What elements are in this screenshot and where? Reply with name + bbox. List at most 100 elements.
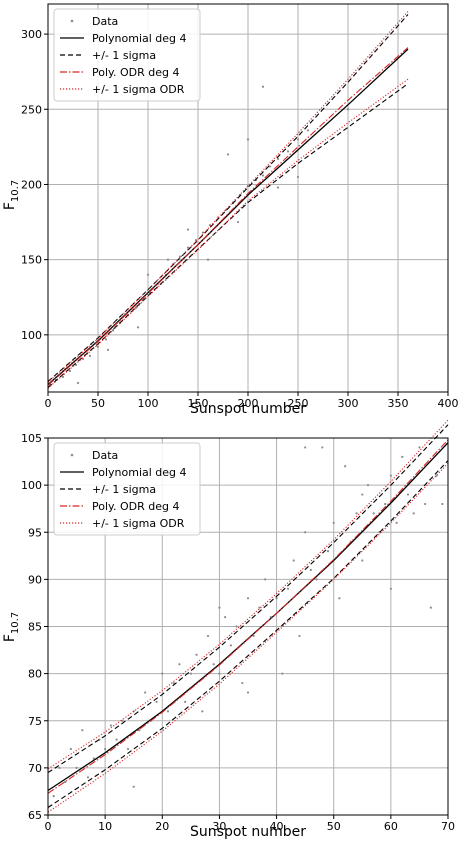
- x-tick-label: 70: [441, 820, 455, 833]
- data-point: [241, 681, 244, 685]
- x-tick-label: 20: [155, 820, 169, 833]
- x-axis-label: Sunspot number: [190, 401, 306, 417]
- y-tick-label: 80: [28, 668, 42, 681]
- data-point: [195, 653, 198, 656]
- y-tick-label: 105: [21, 432, 42, 445]
- data-point: [104, 747, 107, 751]
- y-tick-label: 70: [28, 762, 42, 775]
- data-point: [261, 174, 265, 177]
- y-tick-label: 95: [28, 526, 42, 539]
- data-point: [161, 672, 164, 675]
- data-point: [298, 634, 301, 638]
- data-point: [186, 228, 190, 231]
- data-point: [366, 484, 370, 487]
- data-point: [292, 559, 295, 562]
- y-tick-label: 100: [21, 479, 42, 492]
- data-point: [218, 672, 221, 675]
- data-point: [52, 795, 55, 798]
- data-point: [206, 634, 210, 638]
- data-point: [166, 258, 170, 261]
- data-point: [441, 502, 444, 506]
- data-point: [96, 345, 100, 348]
- data-point: [109, 724, 112, 727]
- x-tick-label: 100: [138, 397, 159, 410]
- data-point: [304, 446, 307, 449]
- x-tick-label: 40: [270, 820, 284, 833]
- legend-entry: Data: [92, 449, 118, 462]
- data-point: [276, 157, 280, 160]
- series-line: [47, 460, 449, 808]
- data-point: [178, 255, 182, 258]
- series-line: [47, 11, 409, 383]
- x-tick-label: 50: [327, 820, 341, 833]
- data-point: [304, 531, 307, 534]
- legend-entry: +/- 1 sigma: [92, 49, 156, 62]
- data-point: [275, 597, 278, 600]
- data-point: [261, 85, 265, 88]
- x-tick-label: 300: [338, 397, 359, 410]
- data-point: [86, 776, 90, 779]
- data-point: [64, 780, 67, 784]
- y-tick-label: 65: [28, 809, 42, 822]
- data-point: [258, 606, 261, 609]
- data-point: [155, 700, 158, 704]
- data-point: [412, 512, 415, 515]
- data-point: [332, 521, 335, 524]
- data-point: [146, 273, 150, 276]
- data-point: [306, 129, 310, 132]
- y-axis-label: F10.7: [2, 612, 21, 642]
- x-tick-label: 10: [98, 820, 112, 833]
- data-point: [384, 502, 387, 506]
- data-point: [395, 521, 398, 524]
- series-line: [47, 47, 409, 386]
- data-point: [224, 615, 227, 619]
- y-axis-label: F10.7: [2, 180, 21, 210]
- y-tick-label: 200: [21, 178, 42, 191]
- legend-entry: Poly. ODR deg 4: [92, 66, 179, 79]
- data-point: [296, 175, 300, 179]
- data-point: [276, 186, 280, 189]
- data-point: [201, 231, 205, 234]
- y-tick-label: 250: [21, 103, 42, 116]
- data-point: [326, 550, 330, 553]
- y-tick-label: 75: [28, 715, 42, 728]
- legend-entry: +/- 1 sigma ODR: [92, 517, 185, 530]
- data-point: [246, 597, 250, 600]
- data-point: [206, 258, 210, 261]
- x-tick-label: 400: [438, 397, 459, 410]
- series-line: [47, 463, 449, 813]
- data-point: [268, 165, 272, 168]
- data-point: [246, 138, 250, 141]
- legend-entry: Polynomial deg 4: [92, 32, 187, 45]
- data-point: [252, 634, 255, 638]
- legend-entry: +/- 1 sigma: [92, 483, 156, 496]
- x-tick-label: 0: [45, 397, 52, 410]
- data-point: [286, 150, 290, 153]
- data-point: [235, 625, 238, 628]
- series-line: [47, 14, 409, 382]
- data-point: [296, 138, 300, 141]
- data-point: [355, 512, 358, 515]
- x-tick-label: 350: [388, 397, 409, 410]
- y-tick-label: 300: [21, 28, 42, 41]
- legend-box: [53, 8, 201, 102]
- series-line: [47, 419, 449, 770]
- legend-marker: [70, 453, 74, 457]
- data-point: [121, 719, 124, 722]
- data-point: [189, 672, 192, 675]
- legend-entry: Poly. ODR deg 4: [92, 500, 179, 513]
- data-point: [389, 587, 392, 590]
- data-point: [246, 691, 250, 694]
- data-point: [178, 663, 181, 666]
- data-point: [106, 348, 110, 351]
- data-point: [401, 455, 404, 458]
- data-point: [104, 338, 108, 341]
- data-point: [321, 446, 324, 449]
- data-point: [126, 747, 130, 751]
- data-point: [229, 644, 232, 647]
- data-point: [132, 785, 135, 788]
- x-tick-label: 250: [288, 397, 309, 410]
- data-point: [424, 502, 427, 506]
- data-point: [429, 606, 432, 609]
